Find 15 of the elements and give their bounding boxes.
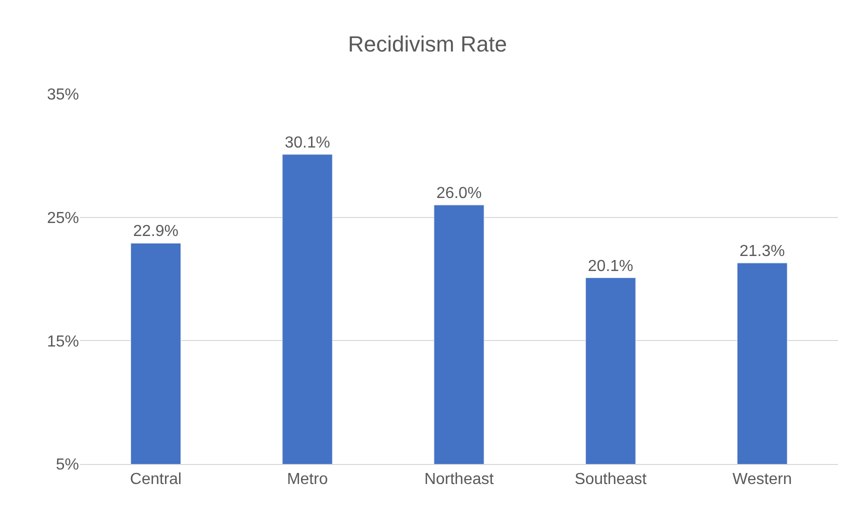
y-tick-label: 35% [46, 86, 79, 104]
x-tick-label: Metro [286, 471, 328, 488]
y-tick-label: 25% [46, 210, 79, 227]
x-tick-label: Southeast [574, 471, 648, 488]
data-label: 30.1% [284, 134, 330, 152]
x-tick-label: Western [732, 471, 792, 488]
x-tick-label: Northeast [424, 471, 494, 488]
data-label: 20.1% [588, 258, 634, 275]
y-tick-label: 5% [56, 456, 79, 474]
data-label: 26.0% [436, 185, 482, 202]
data-label: 21.3% [740, 242, 785, 260]
data-label: 22.9% [133, 223, 178, 240]
x-tick-label: Central [130, 471, 182, 488]
y-tick-label: 15% [46, 333, 79, 350]
chart-title: Recidivism Rate [348, 32, 507, 57]
